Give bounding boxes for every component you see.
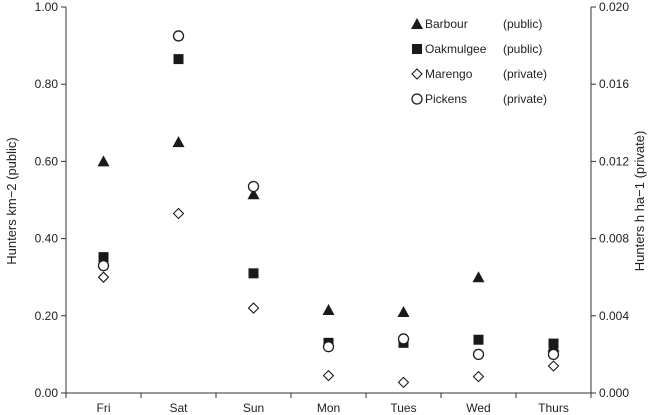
x-ticks: Fri Sat Sun Mon Tues Wed Thurs [65,393,592,415]
marengo-point [172,207,185,220]
legend-oakmulgee-name: Oakmulgee [425,42,487,56]
barbour-point [397,305,410,317]
right-tick-label: 0.016 [599,77,629,91]
x-tick-label: Tues [390,401,416,415]
barbour-point [322,304,335,316]
pickens-point [397,333,410,345]
marengo-point [547,360,560,372]
left-y-ticks: 0.00 0.20 0.40 0.60 0.80 1.00 [35,0,66,400]
right-tick-label: 0.000 [599,386,629,400]
legend-marengo-type: (private) [503,67,547,81]
left-tick-label: 0.60 [35,154,59,168]
right-tick-label: 0.012 [599,154,629,168]
right-y-ticks: 0.000 0.004 0.008 0.012 0.016 0.020 [591,0,629,400]
x-tick-label: Sat [169,401,188,415]
left-tick-label: 0.20 [35,309,59,323]
x-tick-label: Sun [243,401,264,415]
legend-barbour-type: (public) [503,17,542,31]
right-tick-label: 0.008 [599,232,629,246]
oakmulgee-point [548,338,559,349]
data-points [97,30,560,389]
left-tick-label: 0.40 [35,232,59,246]
pickens-point [247,180,260,193]
legend-pickens-type: (private) [503,92,547,106]
x-tick-label: Fri [97,401,111,415]
pickens-point [472,348,485,361]
pickens-point [322,341,335,353]
marengo-point [397,376,410,389]
barbour-point [247,188,260,200]
marengo-point [322,369,335,382]
right-tick-label: 0.020 [599,0,629,14]
legend-marengo-marker [411,68,423,80]
left-tick-label: 0.00 [35,386,59,400]
axes [65,7,592,394]
pickens-point [172,30,185,42]
barbour-point [97,155,110,167]
legend-oakmulgee-marker [412,44,422,54]
oakmulgee-point [98,252,109,263]
barbour-point [172,136,185,148]
left-tick-label: 1.00 [35,0,59,14]
marengo-point [247,302,260,314]
right-tick-label: 0.004 [599,309,629,323]
legend-barbour-marker [411,18,423,29]
pickens-point [97,259,110,272]
x-tick-label: Mon [317,401,340,415]
right-axis-title: Hunters h ha−1 (private) [632,131,647,272]
marengo-point [472,370,485,383]
legend-barbour-name: Barbour [425,17,468,31]
legend-marengo-name: Marengo [425,67,473,81]
left-axis-title: Hunters km−2 (public) [4,137,19,265]
oakmulgee-point [173,54,184,65]
oakmulgee-point [248,268,259,279]
legend-oakmulgee-type: (public) [503,42,542,56]
pickens-point [547,348,560,361]
marengo-point [97,271,110,283]
legend-pickens-name: Pickens [425,92,467,106]
legend-pickens-marker [411,93,423,105]
left-tick-label: 0.80 [35,77,59,91]
x-tick-label: Wed [466,401,490,415]
barbour-point [472,271,485,283]
x-tick-label: Thurs [538,401,569,415]
legend: Barbour (public) Oakmulgee (public) Marengo (… [411,17,547,106]
oakmulgee-point [473,334,484,345]
